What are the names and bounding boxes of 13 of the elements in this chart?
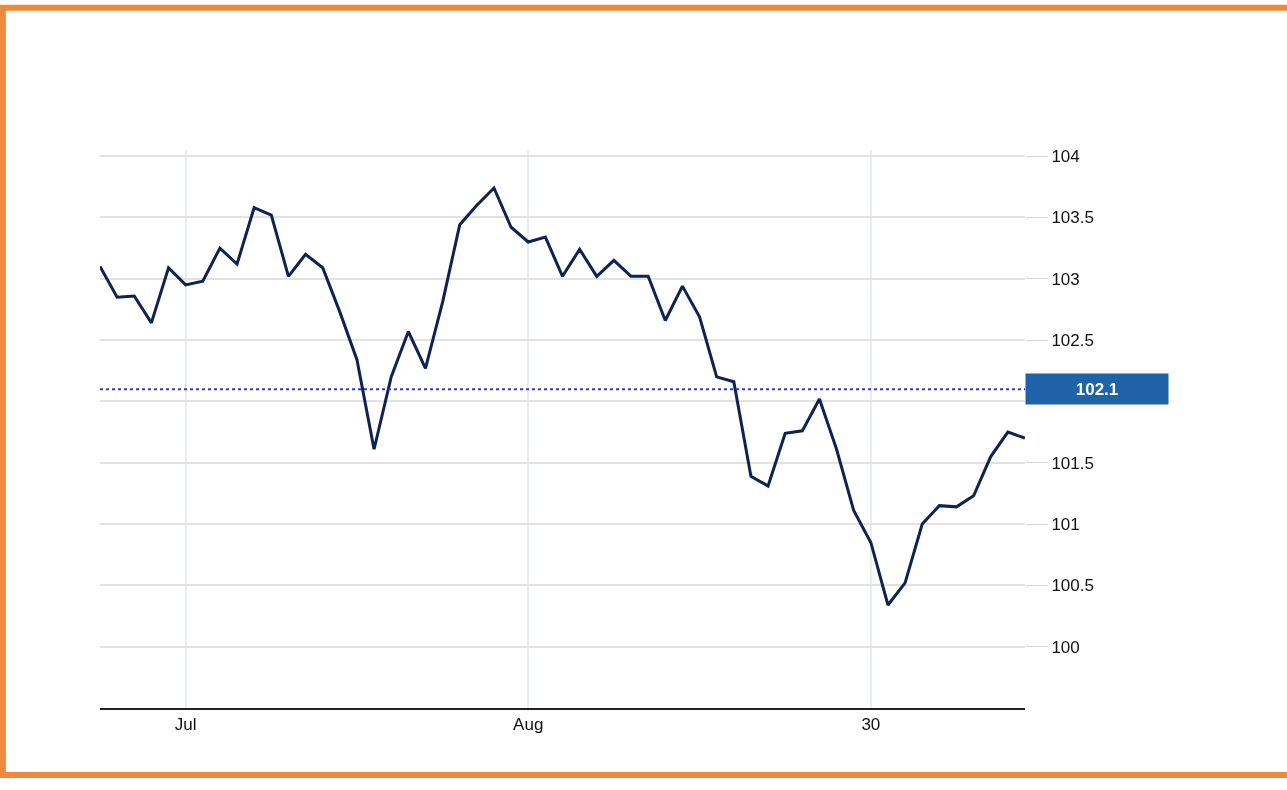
y-tick-label: 101.5 [1051,453,1094,473]
x-tick-label: Jul [174,715,197,735]
ref-line-label: 102.1 [1075,379,1119,399]
y-tick-label: 103.5 [1051,208,1094,228]
y-tick-label: 100.5 [1051,576,1094,596]
x-tick-label: 30 [861,715,881,735]
x-tick-label: Aug [513,715,544,735]
y-tick-label: 103 [1051,269,1080,289]
y-tick-label: 104 [1051,147,1080,167]
y-tick-label: 101 [1051,514,1080,534]
y-tick-label: 100 [1051,637,1080,657]
line-series [100,186,1025,607]
y-tick-label: 102.5 [1051,331,1094,351]
